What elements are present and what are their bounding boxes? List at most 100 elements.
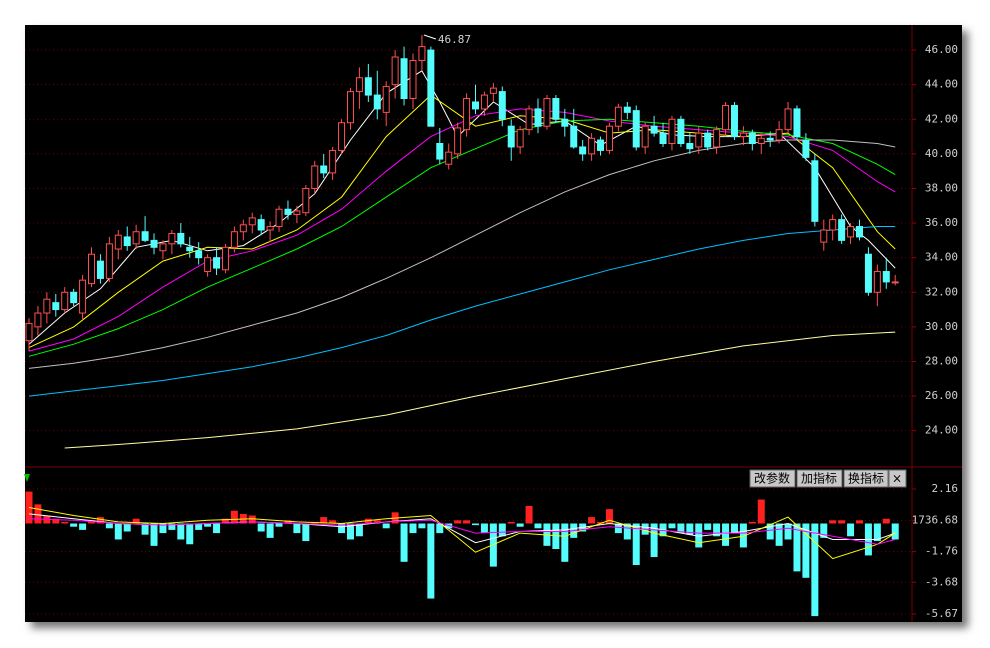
button[interactable] bbox=[796, 469, 843, 488]
bar bbox=[275, 523, 283, 527]
bar bbox=[668, 523, 676, 529]
candle-body bbox=[570, 125, 578, 148]
bar bbox=[552, 523, 560, 550]
candle-body bbox=[454, 127, 462, 155]
candle-body bbox=[25, 322, 33, 342]
candle-body bbox=[891, 281, 899, 284]
candle-body bbox=[409, 59, 417, 100]
candle-body bbox=[757, 137, 765, 145]
candle-body bbox=[820, 229, 828, 243]
candle-body bbox=[748, 132, 756, 145]
bar bbox=[873, 523, 881, 542]
candle-body bbox=[400, 58, 408, 100]
button-label[interactable]: 换指标 bbox=[848, 471, 884, 486]
bar bbox=[820, 523, 828, 538]
line-series bbox=[28, 94, 896, 349]
line-series bbox=[28, 226, 896, 397]
candle-body bbox=[445, 151, 453, 165]
button-label[interactable]: 加指标 bbox=[801, 471, 837, 486]
candle-body bbox=[221, 246, 229, 271]
bar bbox=[739, 523, 747, 548]
bar bbox=[855, 520, 863, 524]
candle-body bbox=[177, 232, 185, 245]
candle-body bbox=[552, 98, 560, 120]
candle-body bbox=[257, 219, 265, 231]
candle-body bbox=[543, 98, 551, 127]
y-tick-label: 32.00 bbox=[925, 285, 958, 298]
bar bbox=[96, 517, 104, 524]
bar bbox=[730, 523, 738, 534]
candle-body bbox=[284, 208, 292, 215]
bar bbox=[507, 521, 515, 524]
bar bbox=[847, 523, 855, 537]
candle-body bbox=[204, 257, 212, 273]
candle-body bbox=[802, 139, 810, 158]
candle-body bbox=[61, 291, 69, 311]
candle-body bbox=[579, 146, 587, 155]
candle-body bbox=[534, 108, 542, 127]
candle-body bbox=[659, 132, 667, 145]
candle-body bbox=[605, 125, 613, 151]
bar bbox=[882, 518, 890, 524]
candle-body bbox=[311, 165, 319, 189]
bar bbox=[793, 523, 801, 572]
y-tick-label: 24.00 bbox=[925, 424, 958, 437]
bar bbox=[105, 523, 113, 529]
candle-body bbox=[730, 104, 738, 138]
bar bbox=[266, 523, 274, 538]
bar bbox=[597, 521, 605, 524]
candle-body bbox=[641, 125, 649, 148]
button[interactable] bbox=[843, 469, 889, 488]
bar bbox=[695, 523, 703, 548]
bar bbox=[516, 523, 524, 527]
candle-body bbox=[864, 253, 872, 293]
candle-body bbox=[614, 106, 622, 127]
candle-body bbox=[873, 271, 881, 293]
candle-body bbox=[355, 77, 363, 93]
y-tick-label: 30.00 bbox=[925, 320, 958, 333]
bar bbox=[525, 505, 533, 524]
bar bbox=[409, 523, 417, 534]
bar bbox=[418, 523, 426, 529]
bar bbox=[168, 523, 176, 530]
bar bbox=[427, 523, 435, 599]
bar bbox=[373, 520, 381, 524]
candle-body bbox=[159, 243, 167, 252]
candle-body bbox=[79, 279, 87, 314]
button[interactable] bbox=[749, 469, 796, 488]
bar bbox=[221, 518, 229, 524]
candle-body bbox=[722, 104, 730, 131]
candle-body bbox=[43, 298, 51, 314]
bar bbox=[123, 523, 131, 532]
bar bbox=[213, 523, 221, 534]
button-label[interactable]: 改参数 bbox=[754, 471, 790, 486]
plot-layer: 46.00 44.00 42.00 40.00 38.00 36.00 34.00 32.00… bbox=[25, 33, 958, 620]
bar bbox=[838, 520, 846, 524]
candle-body bbox=[382, 85, 390, 113]
bar bbox=[159, 523, 167, 534]
candle-body bbox=[248, 217, 256, 226]
bar bbox=[614, 523, 622, 534]
button-label[interactable]: × bbox=[892, 472, 902, 486]
bar bbox=[79, 523, 87, 530]
bar bbox=[704, 523, 712, 530]
bar bbox=[454, 520, 462, 524]
candle-body bbox=[320, 165, 328, 174]
line-series bbox=[64, 331, 896, 449]
bar bbox=[70, 523, 78, 527]
close-button[interactable] bbox=[888, 469, 907, 488]
candle-body bbox=[239, 224, 247, 233]
bar bbox=[302, 523, 310, 542]
line-series bbox=[28, 118, 896, 357]
bar bbox=[132, 518, 140, 524]
candle-body bbox=[34, 312, 42, 328]
bar bbox=[320, 517, 328, 524]
candle-body bbox=[882, 271, 890, 283]
candle-body bbox=[525, 108, 533, 131]
candle-body bbox=[480, 94, 488, 110]
bar bbox=[329, 520, 337, 524]
bar bbox=[588, 517, 596, 524]
candle-body bbox=[338, 122, 346, 151]
candle-body bbox=[775, 129, 783, 141]
